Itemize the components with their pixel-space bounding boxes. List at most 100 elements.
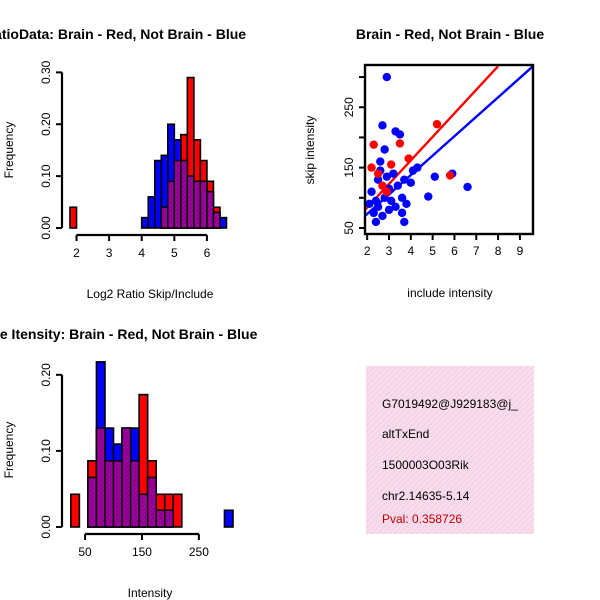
ratio-y-tick-label-3: 0.30: [39, 60, 53, 84]
gene-y-tick-label-0: 0.00: [39, 515, 53, 539]
ratio-overlap-hatch-7: [206, 191, 214, 228]
notbrain-point-19: [391, 202, 400, 212]
scatter-x-tick-label-5: 7: [473, 244, 480, 258]
notbrain-point-29: [424, 192, 433, 201]
ratio-notbrain-bar-2: [153, 159, 163, 229]
gene-overlap-hatch-0: [87, 477, 97, 527]
notbrain-point-34: [371, 217, 381, 227]
ratio-overlap-hatch-2: [174, 160, 181, 228]
ratio-x-tick-label-2: 4: [138, 246, 145, 260]
notbrain-point-17: [389, 169, 398, 178]
ratio-overlap-hatch-8: [213, 212, 220, 228]
notbrain-point-24: [400, 175, 409, 184]
notbrain-point-1: [367, 187, 376, 196]
brain-point-2: [373, 169, 383, 178]
scatter-x-tick-label-7: 9: [517, 244, 524, 258]
notbrain-point-5: [373, 202, 383, 212]
intensity-scatter-ylabel: skip intensity: [303, 116, 317, 185]
notbrain-point-2: [369, 208, 378, 218]
gene-y-tick-label-2: 0.20: [39, 363, 53, 387]
genomic-location-text: chr2.14635-5.14: [382, 489, 470, 503]
notbrain-point-0: [365, 199, 374, 209]
gene-intensity-xlabel: Intensity: [128, 586, 173, 600]
ratio-overlap-hatch-0: [161, 207, 168, 228]
gene-x-tick-label-2: 250: [189, 545, 209, 559]
gene-overlap-hatch-8: [156, 510, 165, 527]
gene-notbrain-bar-10: [223, 509, 234, 528]
gene-x-tick-label-0: 50: [78, 545, 92, 559]
notbrain-point-10: [380, 145, 389, 154]
gene-name-text: 1500003O03Rik: [382, 458, 470, 472]
notbrain-point-8: [378, 121, 387, 130]
gene-intensity-axes: 50 150 250 0.00 0.10 0.20: [39, 363, 209, 559]
notbrain-point-23: [397, 193, 407, 202]
ratio-overlap-hatch-1: [167, 181, 175, 228]
scatter-y-tick-label-1: 150: [342, 157, 356, 177]
info-panel: G7019492@J929183@j_ altTxEnd 1500003O03R…: [366, 366, 534, 534]
notbrain-point-14: [384, 205, 394, 215]
scatter-x-tick-label-2: 4: [407, 244, 414, 258]
pvalue-text: Pval: 0.358726: [382, 512, 462, 526]
notbrain-point-9: [378, 211, 387, 221]
event-id-text: G7019492@J929183@j_: [382, 397, 518, 411]
notbrain-point-26: [406, 178, 416, 187]
ratio-histogram-ylabel: Frequency: [2, 122, 16, 179]
notbrain-point-16: [386, 196, 396, 206]
gene-brain-bar-11: [172, 493, 183, 528]
gene-overlap-hatch-1: [96, 428, 105, 527]
scatter-x-tick-label-4: 6: [451, 244, 458, 258]
ratio-histogram-bars: [69, 76, 228, 229]
gene-intensity-bars: [70, 361, 234, 528]
scatter-y-tick-label-2: 250: [342, 97, 356, 117]
ratio-y-tick-label-1: 0.10: [39, 164, 53, 188]
ratio-notbrain-bar-0: [140, 216, 150, 229]
ratio-y-tick-label-2: 0.20: [39, 112, 53, 136]
ratio-x-tick-label-3: 5: [171, 246, 178, 260]
ratio-notbrain-bar-1: [147, 196, 156, 229]
scatter-x-tick-label-1: 3: [386, 244, 393, 258]
brain-point-9: [445, 171, 455, 180]
ratio-overlap-hatch-3: [180, 160, 188, 228]
ratio-x-tick-label-0: 2: [73, 246, 80, 260]
scatter-frame: [363, 63, 535, 236]
brain-point-10: [522, 235, 530, 243]
gene-overlap-hatch-6: [139, 494, 148, 527]
intensity-scatter-plot-area: 2 3 4 5 6 7 8 9 50 150 250: [342, 63, 535, 258]
ratio-y-tick-label-0: 0.00: [39, 216, 53, 240]
gene-intensity-title: Gene Itensity: Brain - Red, Not Brain - …: [0, 326, 258, 342]
brain-point-1: [369, 140, 378, 149]
intensity-scatter-title: Brain - Red, Not Brain - Blue: [356, 26, 544, 42]
notbrain-point-25: [402, 199, 411, 209]
ratio-brain-bar-0: [69, 206, 78, 229]
notbrain-point-13: [382, 172, 392, 181]
ratio-notbrain-bar-12: [219, 216, 228, 229]
gene-overlap-hatch-9: [164, 510, 174, 527]
gene-y-tick-label-1: 0.10: [39, 439, 53, 463]
ratio-overlap-hatch-5: [193, 181, 201, 228]
ratio-overlap-hatch-4: [187, 176, 194, 228]
ratio-histogram-axes: 2 3 4 5 6 0.00 0.10 0.20 0.30: [39, 60, 211, 260]
intensity-scatter-xlabel: include intensity: [407, 286, 492, 300]
ratio-overlap-hatch-6: [200, 181, 207, 228]
gene-brain-bar-0: [70, 493, 81, 528]
brain-point-3: [378, 181, 387, 190]
gene-overlap-hatch-4: [122, 428, 131, 527]
ratio-x-tick-label-4: 6: [204, 246, 211, 260]
scatter-x-tick-label-3: 5: [429, 244, 436, 258]
scatter-x-tick-label-0: 2: [364, 244, 371, 258]
scatter-x-tick-label-6: 8: [495, 244, 502, 258]
notbrain-point-30: [430, 172, 440, 181]
notbrain-point-32: [463, 182, 472, 192]
brain-point-7: [404, 154, 413, 163]
notbrain-point-4: [373, 175, 383, 184]
brain-point-0: [367, 163, 376, 172]
notbrain-point-21: [395, 130, 405, 139]
ratio-histogram: RatioData: Brain - Red, Not Brain - Blue…: [0, 26, 246, 301]
gene-overlap-hatch-2: [104, 460, 114, 527]
notbrain-point-12: [382, 72, 392, 82]
gene-x-tick-label-1: 150: [132, 545, 152, 559]
notbrain-point-20: [393, 181, 402, 190]
scatter-marks: [365, 65, 533, 243]
gene-overlap-hatch-7: [147, 477, 157, 527]
